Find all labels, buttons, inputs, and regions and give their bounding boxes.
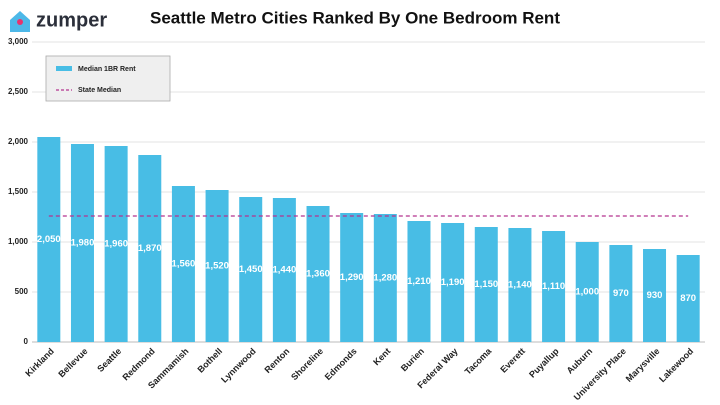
bar	[676, 255, 700, 342]
value-label: 1,190	[441, 277, 465, 288]
bar	[70, 144, 94, 342]
y-tick-label: 0	[24, 337, 29, 346]
value-label: 1,000	[575, 287, 599, 298]
value-label: 930	[647, 290, 663, 301]
logo-text: zumper	[36, 9, 107, 31]
bar	[643, 249, 667, 342]
value-label: 1,140	[508, 280, 532, 291]
value-label: 870	[680, 293, 696, 304]
value-label: 1,150	[474, 279, 498, 290]
legend-box	[45, 55, 171, 102]
value-label: 1,440	[272, 265, 296, 276]
legend-swatch	[56, 66, 72, 71]
bar	[171, 186, 195, 342]
value-label: 1,520	[205, 261, 229, 272]
bar	[474, 227, 498, 342]
value-label: 1,210	[407, 276, 431, 287]
chart-title: Seattle Metro Cities Ranked By One Bedro…	[150, 8, 560, 27]
legend-label: Median 1BR Rent	[78, 66, 136, 73]
value-label: 1,110	[542, 281, 565, 292]
value-label: 970	[613, 288, 629, 299]
bar	[508, 228, 532, 342]
bar	[542, 231, 566, 342]
bar	[609, 245, 633, 342]
y-tick-label: 1,000	[8, 237, 29, 246]
value-label: 2,050	[37, 234, 61, 245]
logo: zumper	[10, 9, 107, 32]
bar	[205, 190, 229, 342]
bar	[138, 155, 162, 342]
bar	[441, 223, 465, 342]
logo-dot	[17, 19, 23, 25]
value-label: 1,560	[172, 259, 196, 270]
bar	[407, 221, 431, 342]
y-tick-label: 500	[15, 287, 29, 296]
bar	[575, 242, 599, 342]
bar	[373, 214, 397, 342]
value-label: 1,980	[71, 238, 95, 249]
y-tick-label: 2,500	[8, 87, 29, 96]
bar	[239, 197, 263, 342]
y-tick-label: 1,500	[8, 187, 29, 196]
bar	[37, 137, 61, 342]
value-label: 1,870	[138, 243, 162, 254]
bar	[340, 213, 364, 342]
value-label: 1,290	[340, 272, 364, 283]
value-label: 1,960	[104, 239, 128, 250]
y-tick-label: 2,000	[8, 137, 29, 146]
value-label: 1,360	[306, 269, 330, 280]
value-label: 1,280	[373, 273, 397, 284]
value-label: 1,450	[239, 264, 263, 275]
bar	[306, 206, 330, 342]
y-tick-label: 3,000	[8, 37, 29, 46]
bar	[104, 146, 128, 342]
legend-label: State Median	[78, 87, 121, 94]
bar	[272, 198, 296, 342]
